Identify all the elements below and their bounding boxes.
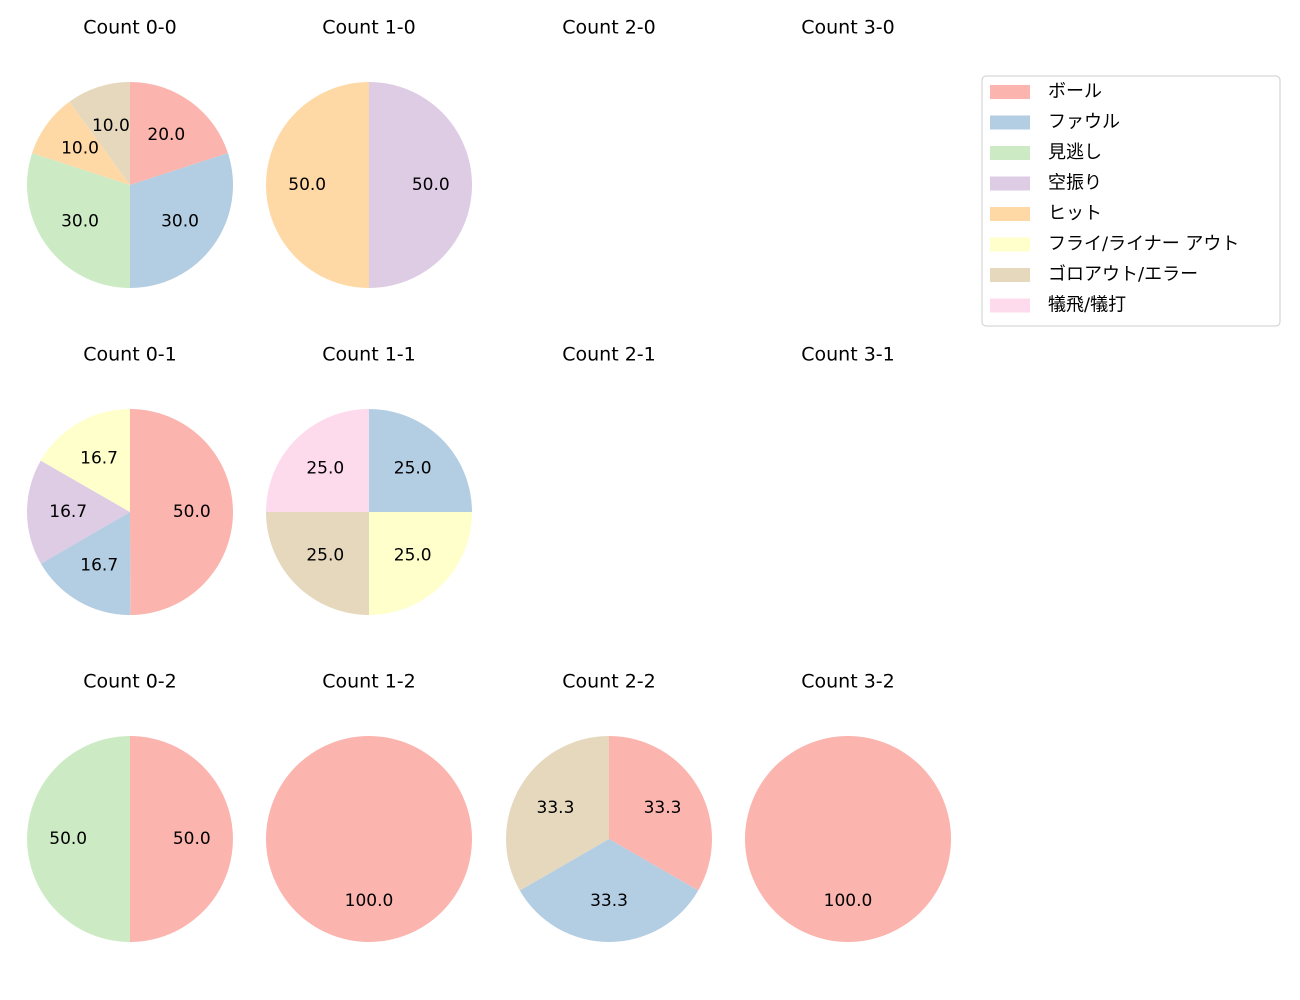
slice-label: 100.0 [824,891,873,911]
legend-label: フライ/ライナー アウト [1048,234,1239,255]
slice-label: 50.0 [173,502,211,522]
chart-title: Count 1-2 [322,671,416,693]
pie-slice [130,153,233,288]
slice-label: 10.0 [61,139,99,159]
chart-title: Count 2-0 [562,17,656,39]
slice-label: 50.0 [412,175,450,195]
pie-slice [266,409,369,512]
pie-slice [40,512,131,615]
pie-slice [69,82,130,185]
slice-label: 33.3 [537,798,575,818]
legend-swatch [990,237,1030,252]
legend-swatch [990,85,1030,99]
chart-title: Count 3-2 [801,671,895,693]
legend-label: 犠飛/犠打 [1048,295,1126,316]
slice-label: 30.0 [61,211,99,231]
legend-swatch [990,115,1030,130]
legend-swatch [990,207,1030,221]
chart-title: Count 2-2 [562,671,656,693]
legend-swatch [990,146,1030,160]
pie-slice [130,409,234,615]
slice-label: 25.0 [394,546,432,566]
slice-label: 25.0 [306,546,344,566]
slice-label: 33.3 [644,798,682,818]
pie-slice [130,736,233,942]
chart-title: Count 0-0 [83,17,177,39]
slice-label: 50.0 [288,175,326,195]
pie-slice [27,153,130,288]
pie-slice [266,82,369,288]
slice-label: 16.7 [80,448,118,468]
pie-slice [40,409,130,512]
pie-slice [266,512,369,615]
pie-slice [369,409,472,512]
slice-label: 16.7 [80,556,118,576]
chart-title: Count 1-1 [322,344,416,366]
legend-label: ヒット [1048,203,1102,224]
chart-title: Count 0-2 [83,671,177,693]
slice-label: 100.0 [345,891,394,911]
legend-label: ボール [1048,81,1102,102]
chart-title: Count 0-1 [83,344,177,366]
legend-label: 見逃し [1048,142,1102,163]
pie-slice [266,736,472,942]
pie-slice [745,736,951,942]
slice-label: 10.0 [92,116,130,136]
legend-swatch [990,268,1030,282]
legend-swatch [990,176,1030,191]
chart-title: Count 3-0 [801,17,895,39]
chart-title: Count 2-1 [562,344,656,366]
chart-title: Count 3-1 [801,344,895,366]
slice-label: 50.0 [173,829,211,849]
pie-slice [506,736,609,891]
pie-slice [369,512,472,615]
legend-label: 空振り [1048,173,1102,194]
slice-label: 50.0 [49,829,87,849]
pie-slice [609,736,712,891]
slice-label: 16.7 [49,502,87,522]
slice-label: 25.0 [306,458,344,478]
legend-swatch [990,298,1030,313]
pie-slice [26,460,130,564]
pie-slice [130,82,228,185]
pie-slice [369,82,472,288]
pie-slice [519,839,699,942]
legend-box [981,75,1281,327]
slice-label: 20.0 [147,125,185,145]
slice-label: 33.3 [590,891,628,911]
legend-label: ゴロアウト/エラー [1048,264,1198,285]
pie-slice [32,101,130,185]
legend-label: ファウル [1048,112,1120,133]
chart-title: Count 1-0 [322,17,416,39]
slice-label: 25.0 [394,458,432,478]
pie-slice [27,736,130,942]
slice-label: 30.0 [161,211,199,231]
